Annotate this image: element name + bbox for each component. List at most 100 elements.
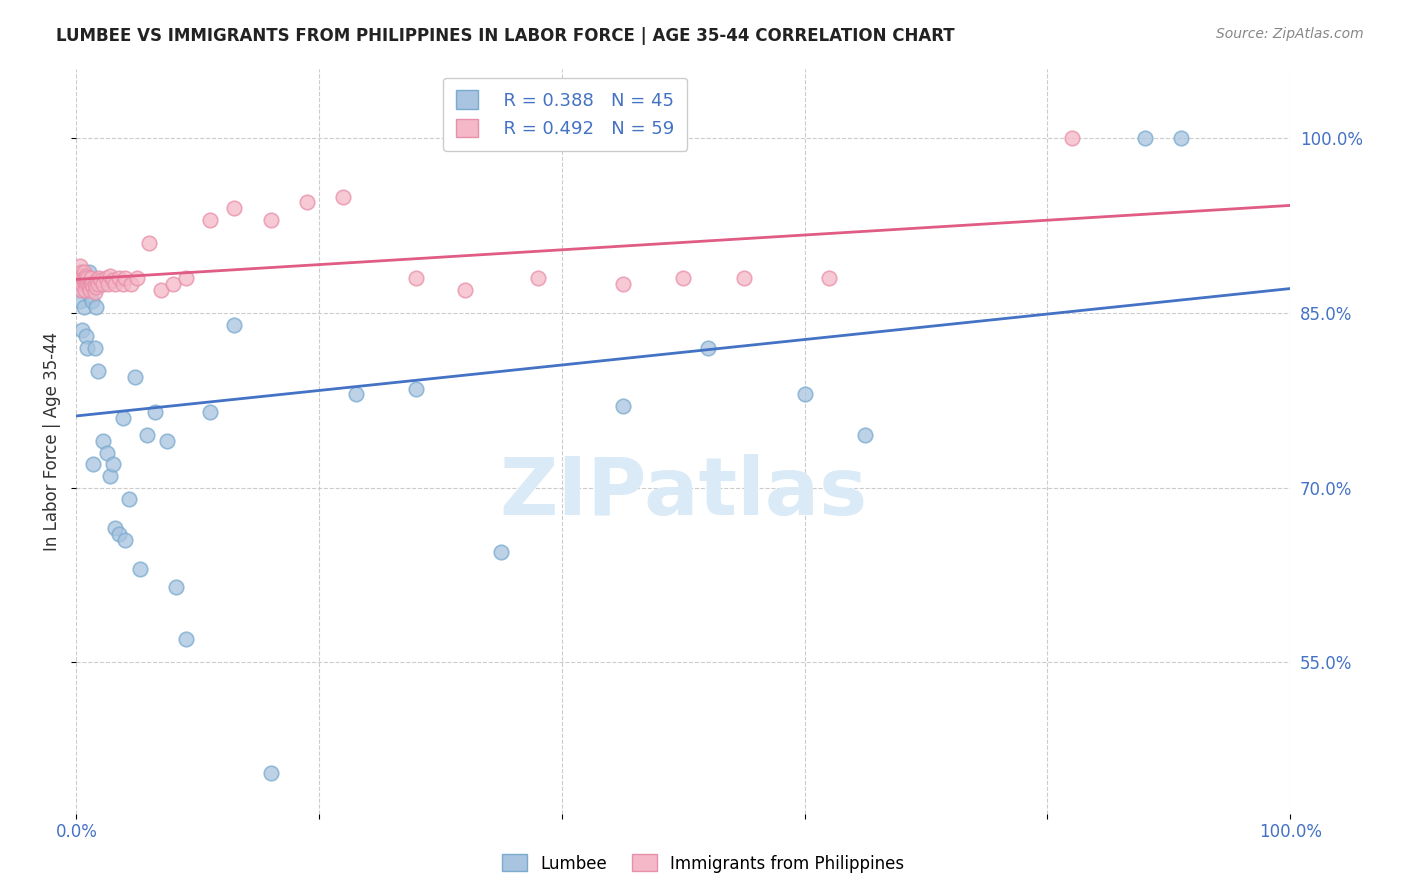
Point xyxy=(82,277,104,291)
Point xyxy=(75,273,97,287)
Point xyxy=(72,268,94,283)
Point xyxy=(135,428,157,442)
Point xyxy=(90,277,112,291)
Point xyxy=(91,277,114,291)
Point xyxy=(87,364,110,378)
Point xyxy=(128,562,150,576)
Point xyxy=(612,399,634,413)
Point xyxy=(100,469,122,483)
Point xyxy=(89,271,111,285)
Point xyxy=(84,280,107,294)
Point xyxy=(174,632,197,646)
Point xyxy=(67,273,90,287)
Point xyxy=(612,277,634,291)
Legend:   R = 0.388   N = 45,   R = 0.492   N = 59: R = 0.388 N = 45, R = 0.492 N = 59 xyxy=(443,78,688,151)
Point xyxy=(198,405,221,419)
Point xyxy=(94,271,117,285)
Point xyxy=(82,458,104,472)
Point xyxy=(90,273,112,287)
Point xyxy=(76,271,98,285)
Point xyxy=(733,271,755,285)
Point xyxy=(73,273,96,287)
Point xyxy=(143,405,166,419)
Point xyxy=(127,271,149,285)
Point xyxy=(114,271,136,285)
Point xyxy=(80,271,103,285)
Point xyxy=(1133,131,1156,145)
Point xyxy=(104,521,127,535)
Point xyxy=(73,271,96,285)
Point xyxy=(73,283,96,297)
Point xyxy=(405,271,427,285)
Point xyxy=(1060,131,1083,145)
Point xyxy=(72,323,94,337)
Point xyxy=(344,387,367,401)
Point xyxy=(793,387,815,401)
Point xyxy=(87,277,110,291)
Point xyxy=(70,265,93,279)
Point xyxy=(69,294,91,309)
Point xyxy=(1170,131,1192,145)
Legend: Lumbee, Immigrants from Philippines: Lumbee, Immigrants from Philippines xyxy=(495,847,911,880)
Point xyxy=(150,283,173,297)
Point xyxy=(224,201,246,215)
Point xyxy=(73,265,96,279)
Point xyxy=(165,580,187,594)
Text: LUMBEE VS IMMIGRANTS FROM PHILIPPINES IN LABOR FORCE | AGE 35-44 CORRELATION CHA: LUMBEE VS IMMIGRANTS FROM PHILIPPINES IN… xyxy=(56,27,955,45)
Point xyxy=(80,283,103,297)
Point xyxy=(526,271,548,285)
Point xyxy=(120,277,142,291)
Point xyxy=(77,277,100,291)
Point xyxy=(76,341,98,355)
Point xyxy=(818,271,841,285)
Point xyxy=(224,318,246,332)
Point xyxy=(84,300,107,314)
Point xyxy=(79,288,101,302)
Point xyxy=(72,277,94,291)
Point xyxy=(672,271,695,285)
Point xyxy=(198,212,221,227)
Point xyxy=(696,341,718,355)
Point xyxy=(405,382,427,396)
Point xyxy=(101,273,124,287)
Point xyxy=(83,341,105,355)
Point xyxy=(91,434,114,448)
Point xyxy=(853,428,876,442)
Point xyxy=(76,277,98,291)
Point xyxy=(83,285,105,299)
Point xyxy=(111,410,134,425)
Point xyxy=(489,544,512,558)
Point xyxy=(73,277,96,291)
Point xyxy=(117,492,139,507)
Point xyxy=(79,283,101,297)
Point xyxy=(77,265,100,279)
Point xyxy=(75,329,97,343)
Point xyxy=(108,271,131,285)
Point xyxy=(332,189,354,203)
Point xyxy=(82,280,104,294)
Point xyxy=(96,446,118,460)
Point xyxy=(69,268,91,283)
Point xyxy=(108,527,131,541)
Point xyxy=(70,271,93,285)
Y-axis label: In Labor Force | Age 35-44: In Labor Force | Age 35-44 xyxy=(44,332,60,550)
Point xyxy=(295,195,318,210)
Point xyxy=(114,533,136,547)
Point xyxy=(73,277,96,291)
Point xyxy=(80,277,103,291)
Point xyxy=(162,277,184,291)
Point xyxy=(100,268,122,283)
Point xyxy=(111,277,134,291)
Point xyxy=(77,280,100,294)
Point xyxy=(104,277,127,291)
Point xyxy=(259,212,281,227)
Point xyxy=(86,273,108,287)
Point xyxy=(82,294,104,309)
Text: Source: ZipAtlas.com: Source: ZipAtlas.com xyxy=(1216,27,1364,41)
Point xyxy=(75,268,97,283)
Text: ZIPatlas: ZIPatlas xyxy=(499,454,868,533)
Point xyxy=(156,434,179,448)
Point xyxy=(259,765,281,780)
Point xyxy=(83,277,105,291)
Point xyxy=(70,283,93,297)
